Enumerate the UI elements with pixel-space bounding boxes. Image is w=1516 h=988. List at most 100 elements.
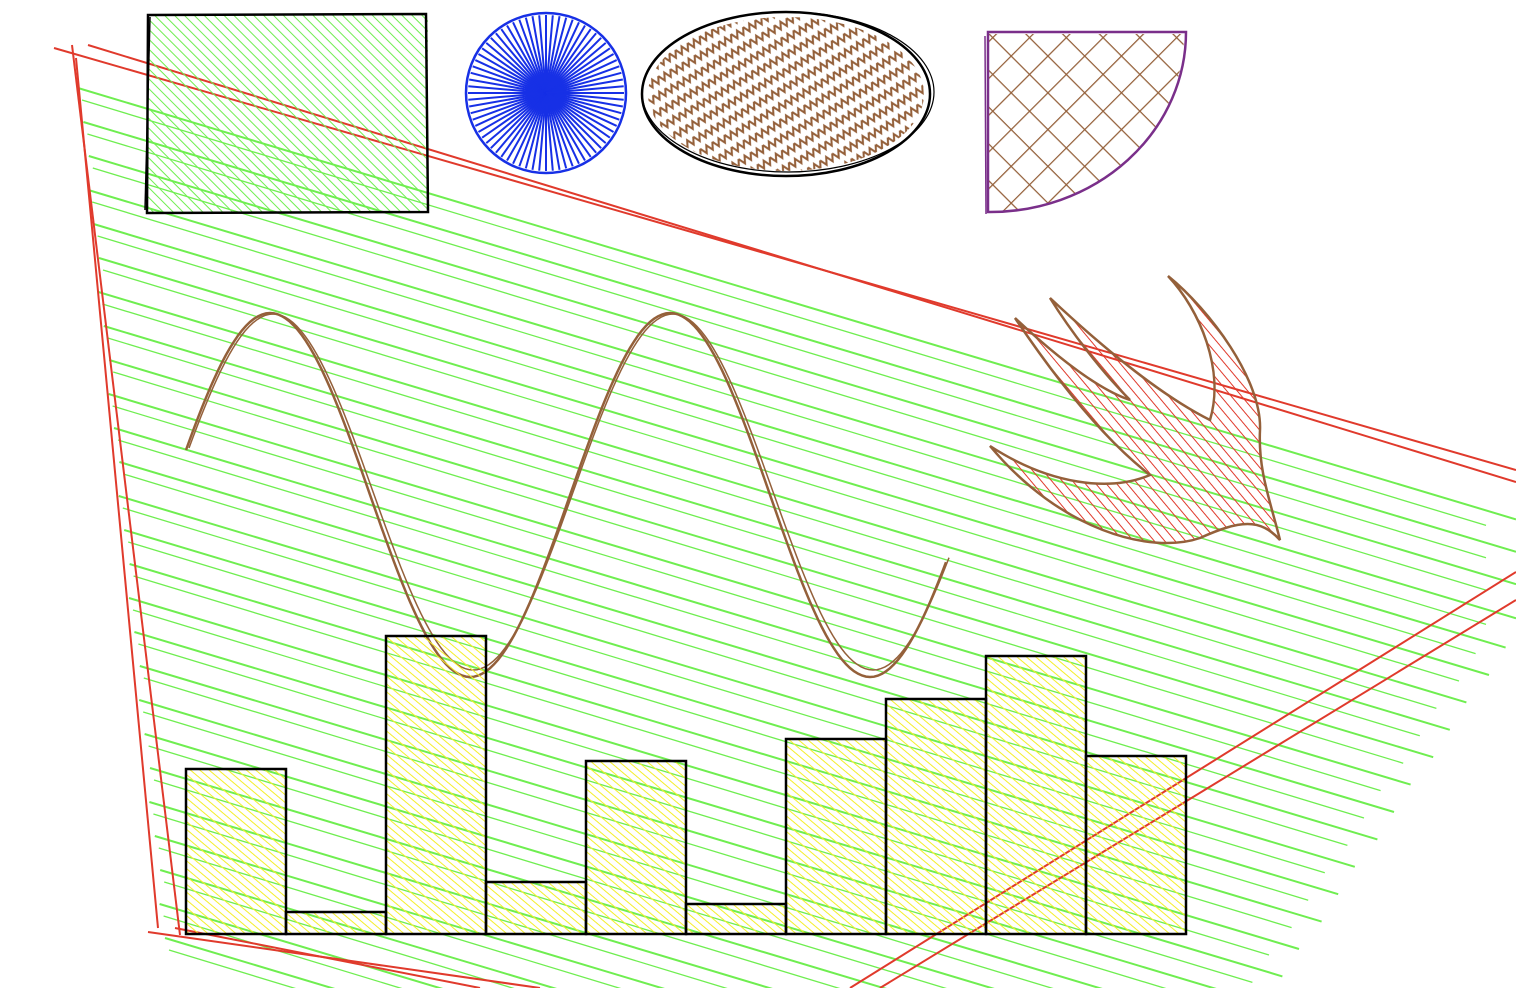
polygon-hatch-line xyxy=(139,665,1217,988)
bar-7-fill xyxy=(786,739,886,934)
polygon-hatch-line xyxy=(102,269,1460,682)
bar-1[interactable] xyxy=(184,767,288,936)
starburst-ray xyxy=(469,78,547,94)
polygon-hatch-line xyxy=(98,291,1467,704)
starburst-ray xyxy=(474,59,547,94)
polygon-hatch-line xyxy=(97,235,1476,655)
bar-5[interactable] xyxy=(584,759,688,936)
bar-2-fill xyxy=(286,912,386,934)
starburst-ray xyxy=(518,92,547,167)
starburst-rays xyxy=(468,15,624,171)
starburst-ray xyxy=(545,71,622,94)
starburst-ray xyxy=(545,92,568,169)
starburst-ray xyxy=(545,92,597,154)
polygon-hatch-line xyxy=(143,677,1167,988)
polygon-hatch-line xyxy=(98,257,1490,676)
starburst-ray xyxy=(545,92,580,165)
bar-5-fill xyxy=(586,761,686,934)
starburst-ray xyxy=(469,92,547,108)
starburst-ray xyxy=(545,32,597,94)
starburst-ray xyxy=(545,15,554,94)
starburst-ray xyxy=(545,59,618,94)
starburst-ray xyxy=(531,92,547,170)
polygon-hatch-line xyxy=(102,303,1437,710)
starburst-ray xyxy=(518,19,547,94)
polygon-hatch-line xyxy=(159,903,444,988)
polygon-hatch-line xyxy=(149,801,773,988)
starburst-ray xyxy=(545,24,586,94)
starburst-ray xyxy=(481,92,547,139)
bar-10[interactable] xyxy=(1084,754,1188,936)
starburst-ray xyxy=(545,92,620,121)
starburst-ray xyxy=(545,28,592,94)
starburst-ray xyxy=(545,53,615,94)
polygon-hatch-line xyxy=(88,155,1516,586)
bar-1-fill xyxy=(186,769,286,934)
bar-8-fill xyxy=(886,699,986,934)
starburst-circle[interactable] xyxy=(464,11,628,175)
bar-3-fill xyxy=(386,636,486,934)
bird-logo xyxy=(989,275,1282,545)
starburst-ray xyxy=(485,92,547,144)
starburst-ray xyxy=(545,92,622,115)
starburst-ray xyxy=(545,92,607,144)
starburst-ray xyxy=(538,92,547,171)
starburst-ray xyxy=(470,92,547,115)
starburst-ray xyxy=(500,28,547,94)
starburst-ray xyxy=(477,53,547,94)
starburst-ray xyxy=(545,92,554,171)
zigzag-ellipse[interactable] xyxy=(640,10,935,178)
polygon-hatch-line xyxy=(107,337,1420,737)
starburst-ray xyxy=(490,37,547,94)
starburst-ray xyxy=(545,92,611,139)
starburst-ray xyxy=(545,37,602,94)
bar-4-fill xyxy=(486,882,586,934)
starburst-ray xyxy=(472,65,547,94)
starburst-ray xyxy=(545,78,623,94)
starburst-ray xyxy=(481,47,547,94)
starburst-ray xyxy=(506,92,547,162)
sine-wave-stroke-b xyxy=(188,313,950,671)
starburst-ray xyxy=(472,92,547,121)
polygon-hatch-line xyxy=(138,699,1103,988)
polygon-hatch-line xyxy=(113,427,1395,813)
bar-10-fill xyxy=(1086,756,1186,934)
starburst-ray xyxy=(485,42,547,94)
starburst-ray xyxy=(545,92,592,158)
polygon-hatch-line xyxy=(153,813,728,988)
starburst-ray xyxy=(545,92,561,170)
starburst-ray xyxy=(545,92,586,162)
starburst-ray xyxy=(495,32,547,94)
hatched-rectangle[interactable] xyxy=(144,12,430,215)
starburst-ray xyxy=(538,15,547,94)
starburst-ray xyxy=(470,71,547,94)
starburst-ray xyxy=(524,17,547,94)
starburst-ray xyxy=(506,24,547,94)
starburst-ray xyxy=(468,85,547,94)
starburst-ray xyxy=(468,92,547,101)
starburst-ray xyxy=(500,92,547,158)
polygon-hatch-line xyxy=(163,915,403,988)
starburst-ray xyxy=(545,92,624,101)
polygon-hatch-line xyxy=(153,779,841,988)
polygon-hatch-line xyxy=(93,223,1506,649)
starburst-ray xyxy=(495,92,547,154)
polygon-hatch-line xyxy=(112,405,1381,792)
bar-3[interactable] xyxy=(384,634,488,936)
starburst-ray xyxy=(512,92,547,165)
polygon-hatch-line xyxy=(103,325,1451,731)
polygon-hatch-line xyxy=(92,201,1487,625)
starburst-ray xyxy=(545,42,607,94)
crosshatch-quarter-circle[interactable] xyxy=(984,30,1188,215)
polygon-hatch-line xyxy=(108,359,1434,759)
starburst-ray xyxy=(545,19,574,94)
starburst-ray xyxy=(531,16,547,94)
starburst-ray xyxy=(545,92,623,108)
bar-9-fill xyxy=(986,656,1086,934)
sine-wave xyxy=(184,311,950,679)
starburst-ray xyxy=(545,16,561,94)
polygon-hatch-line xyxy=(113,371,1404,764)
starburst-ray xyxy=(545,85,624,94)
polygon-hatch-line xyxy=(164,937,336,988)
starburst-ray xyxy=(545,92,574,167)
